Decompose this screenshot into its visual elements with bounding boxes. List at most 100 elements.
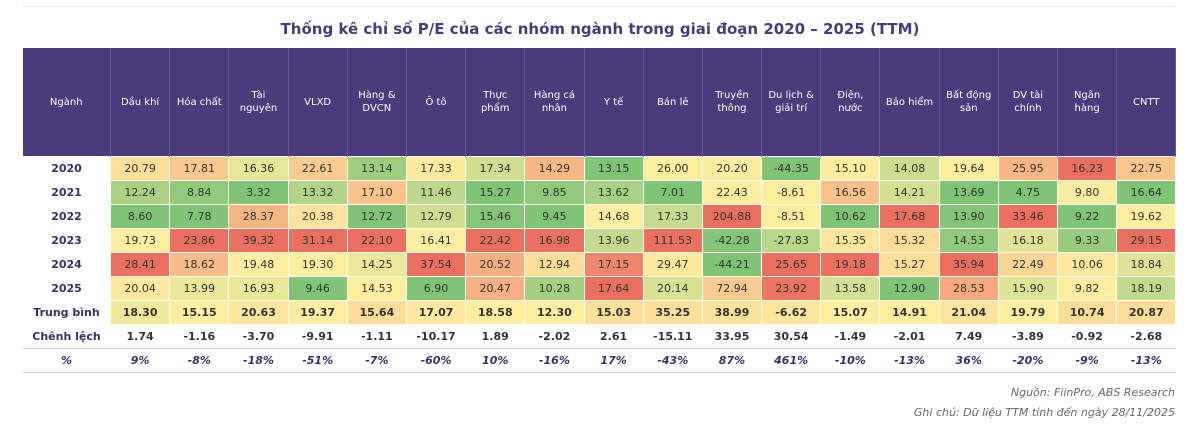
cell: -8.61: [761, 180, 822, 205]
cell: 87%: [701, 348, 763, 373]
cell: 17.07: [405, 300, 467, 325]
cell: 15.64: [346, 300, 407, 325]
cell: 14.08: [879, 156, 940, 181]
cell: 17.15: [583, 252, 644, 277]
cell: 20.52: [465, 252, 526, 277]
cell: -15.11: [642, 324, 703, 349]
cell: 18.58: [465, 300, 526, 325]
cell: 33.46: [997, 204, 1059, 229]
column-header: Ngân hàng: [1057, 48, 1118, 157]
cell: -9%: [1056, 348, 1118, 373]
cell: 37.54: [405, 252, 467, 277]
cell: 8.84: [169, 180, 230, 205]
cell: 25.65: [761, 252, 822, 277]
cell: 13.69: [938, 180, 999, 205]
table-row: Chênh lệch 1.74 -1.16 -3.70 -9.91 -1.11 -10.17…: [22, 324, 1177, 349]
cell: 20.04: [109, 276, 171, 301]
row-label: 2020: [22, 156, 111, 181]
cell: 16.18: [997, 228, 1059, 253]
table-row: % 9% -8% -18% -51% -7% -60% 10% -16% 17% -43% 87% 46…: [22, 348, 1177, 373]
cell: -3.70: [228, 324, 289, 349]
cell: 20.20: [701, 156, 763, 181]
cell: 38.99: [701, 300, 763, 325]
cell: -44.21: [701, 252, 763, 277]
cell: -27.83: [761, 228, 822, 253]
cell: 14.25: [346, 252, 407, 277]
cell: 9.82: [1056, 276, 1118, 301]
cell: 204.88: [701, 204, 763, 229]
row-label: Chênh lệch: [22, 324, 111, 349]
column-header: Du lịch & giải trí: [761, 48, 822, 157]
cell: 16.93: [228, 276, 289, 301]
column-header: Bảo hiểm: [879, 48, 940, 157]
cell: 15.10: [820, 156, 881, 181]
cell: 13.32: [287, 180, 348, 205]
cell: 18.62: [169, 252, 230, 277]
cell: 10.62: [820, 204, 881, 229]
cell: 25.95: [997, 156, 1059, 181]
cell: 10.28: [524, 276, 585, 301]
cell: 22.75: [1116, 156, 1177, 181]
cell: 12.30: [524, 300, 585, 325]
row-label: 2024: [22, 252, 111, 277]
cell: 4.75: [997, 180, 1059, 205]
cell: 14.53: [938, 228, 999, 253]
cell: 17.64: [583, 276, 644, 301]
column-header: Bất động sản: [939, 48, 999, 157]
cell: 19.48: [228, 252, 289, 277]
cell: 23.92: [761, 276, 822, 301]
cell: 36%: [938, 348, 999, 373]
cell: 19.37: [287, 300, 348, 325]
column-header: Hàng cá nhân: [524, 48, 585, 157]
cell: 17.33: [642, 204, 703, 229]
cell: 20.38: [287, 204, 348, 229]
row-label: 2021: [22, 180, 111, 205]
column-header: Điện, nước: [820, 48, 881, 157]
column-header: VLXD: [288, 48, 348, 157]
cell: 13.99: [169, 276, 230, 301]
cell: 12.79: [405, 204, 467, 229]
row-label: 2022: [22, 204, 111, 229]
cell: -9.91: [287, 324, 348, 349]
cell: 2.61: [583, 324, 644, 349]
cell: 14.91: [879, 300, 940, 325]
cell: 3.32: [228, 180, 289, 205]
cell: 11.46: [405, 180, 467, 205]
cell: 7.01: [642, 180, 703, 205]
cell: 19.30: [287, 252, 348, 277]
cell: 15.27: [465, 180, 526, 205]
cell: 15.15: [169, 300, 230, 325]
cell: 18.19: [1116, 276, 1177, 301]
cell: 18.84: [1116, 252, 1177, 277]
cell: 16.98: [524, 228, 585, 253]
cell: 14.21: [879, 180, 940, 205]
cell: 29.15: [1116, 228, 1177, 253]
column-header: Ô tô: [406, 48, 467, 157]
column-header: Y tế: [584, 48, 644, 157]
cell: -13%: [879, 348, 940, 373]
cell: -20%: [997, 348, 1059, 373]
cell: 15.32: [879, 228, 940, 253]
cell: -1.11: [346, 324, 407, 349]
table-row: 2022 8.60 7.78 28.37 20.38 12.72 12.79 15.46 9.4…: [22, 204, 1177, 229]
cell: 20.14: [642, 276, 703, 301]
table-row: 2020 20.79 17.81 16.36 22.61 13.14 17.33 17.34 1…: [22, 156, 1177, 181]
cell: -10.17: [405, 324, 467, 349]
cell: 18.30: [109, 300, 171, 325]
cell: -43%: [642, 348, 703, 373]
cell: 19.73: [109, 228, 171, 253]
cell: 17.81: [169, 156, 230, 181]
cell: 12.72: [346, 204, 407, 229]
cell: -2.02: [524, 324, 585, 349]
cell: 19.18: [820, 252, 881, 277]
cell: 13.62: [583, 180, 644, 205]
cell: 28.41: [109, 252, 171, 277]
cell: 17%: [583, 348, 644, 373]
cell: 9.85: [524, 180, 585, 205]
cell: -2.68: [1116, 324, 1177, 349]
cell: -10%: [820, 348, 881, 373]
column-header: Dầu khí: [110, 48, 171, 157]
row-label: %: [22, 348, 111, 373]
cell: 39.32: [228, 228, 289, 253]
